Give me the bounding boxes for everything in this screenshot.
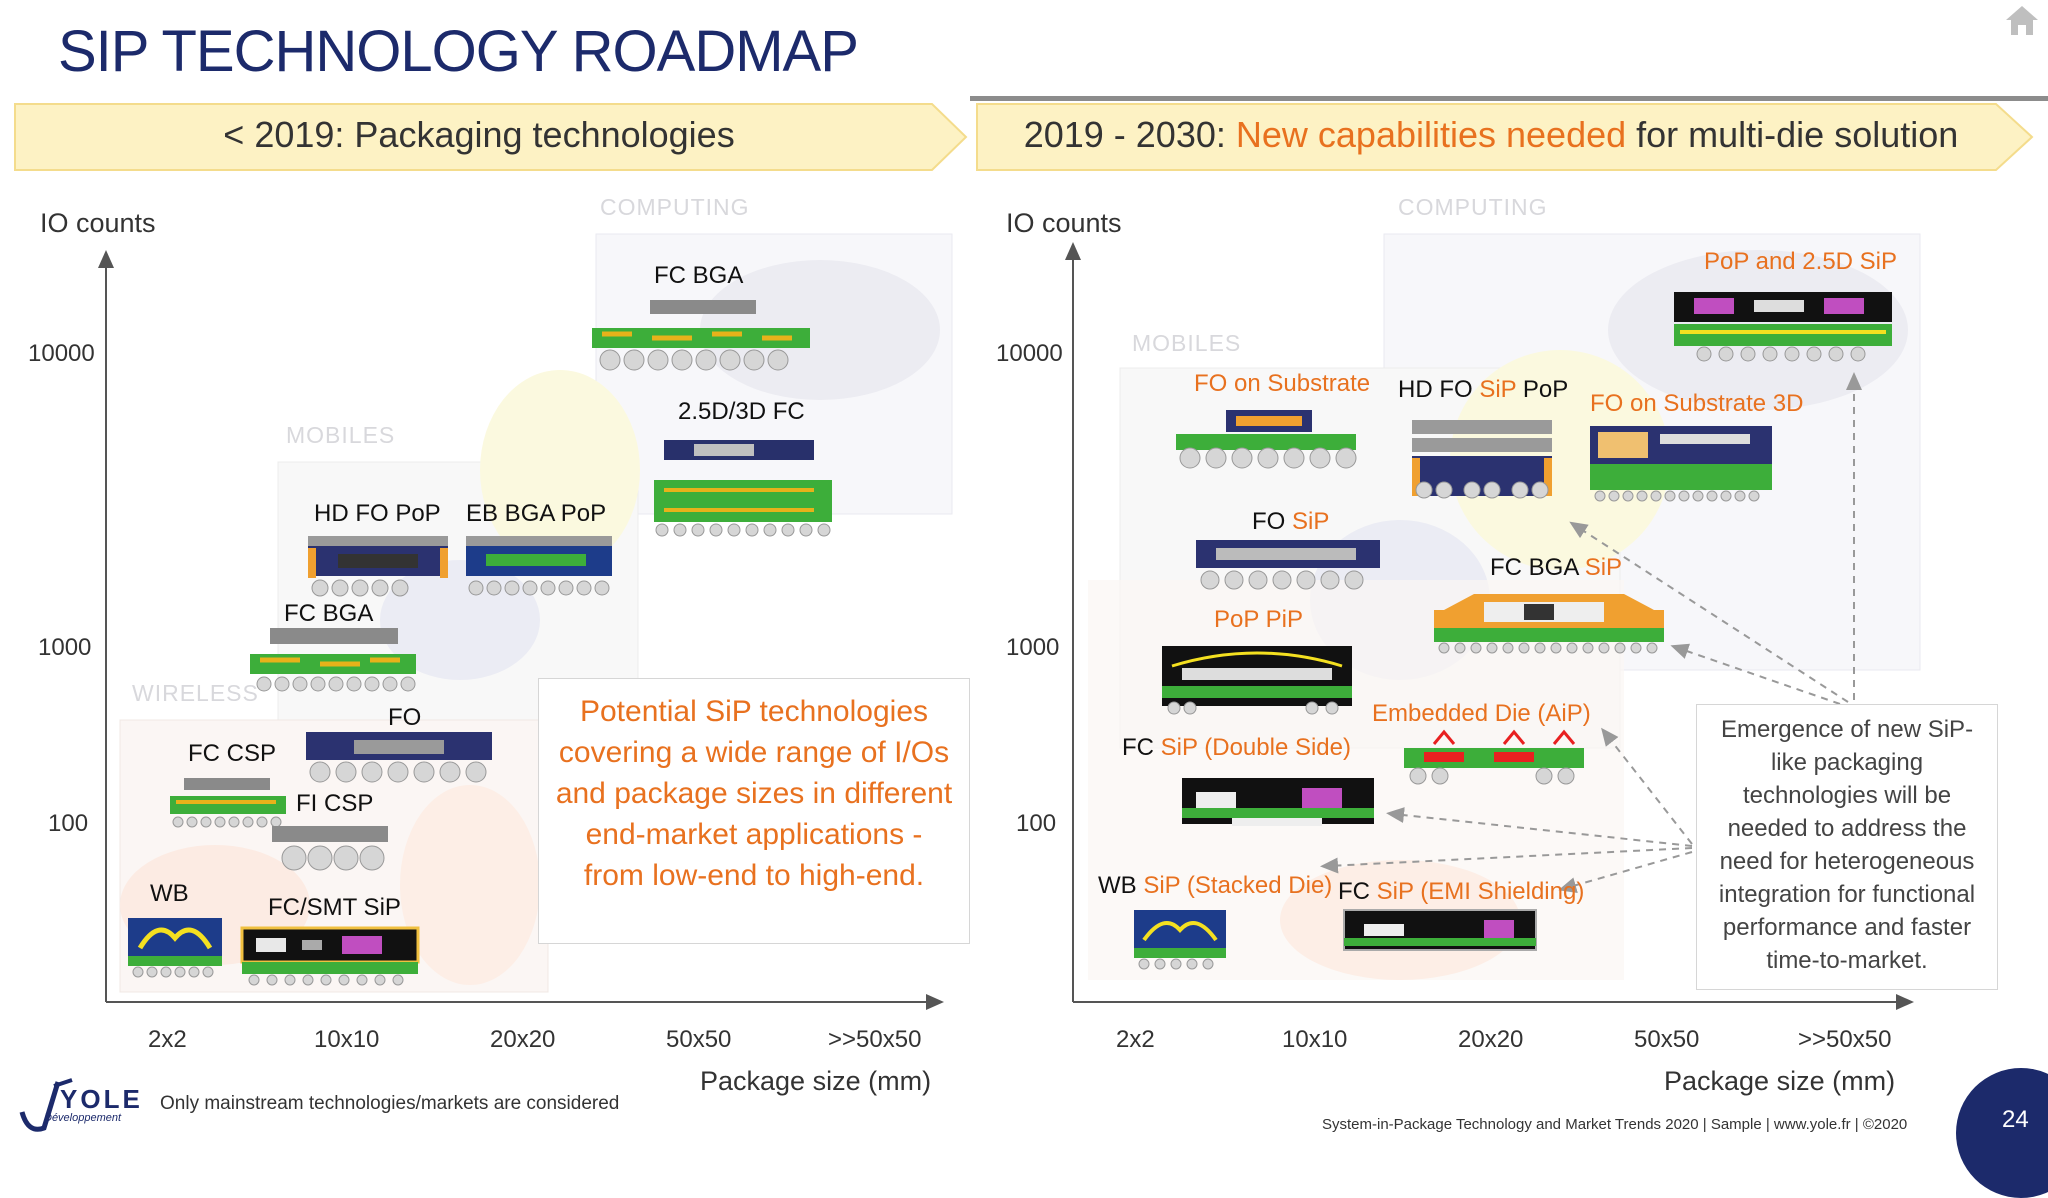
label-eb-bga-pop: EB BGA PoP <box>466 500 607 527</box>
label-fc-bga: FC BGA <box>284 600 374 627</box>
label-wb-sip-stacked-die: WB SiP (Stacked Die) <box>1098 872 1332 900</box>
label-sip: SiP <box>1292 508 1330 535</box>
right-banner-suffix: for multi-die solution <box>1626 114 1959 155</box>
yole-logo <box>14 1072 154 1147</box>
right-x-tick: 50x50 <box>1634 1026 1700 1053</box>
label-fc-bga-top: FC BGA <box>654 262 744 289</box>
label-pop-2-5d-sip: PoP and 2.5D SiP <box>1704 248 1898 275</box>
left-callout-box: Potential SiP technologies covering a wi… <box>538 678 970 944</box>
left-callout-text: Potential SiP technologies covering a wi… <box>555 695 953 892</box>
left-region-computing <box>595 233 953 515</box>
brand-name: YOLE <box>60 1084 143 1114</box>
brand-sub: Développement <box>44 1112 122 1124</box>
title-rule <box>970 96 2048 101</box>
callout-arrows <box>1320 372 1862 893</box>
right-x-tick: 10x10 <box>1282 1026 1348 1053</box>
label-hd-fo: HD FO <box>1398 376 1480 403</box>
label-emi: SiP (EMI Shielding) <box>1376 878 1585 905</box>
right-callout-box: Emergence of new SiP-like packaging tech… <box>1696 704 1998 990</box>
label-fc-smt-sip: FC/SMT SiP <box>268 894 401 921</box>
label-stacked-die: SiP (Stacked Die) <box>1143 872 1333 899</box>
label-pop-pip: PoP PiP <box>1214 606 1303 633</box>
right-x-tick: >>50x50 <box>1798 1026 1892 1053</box>
diagram-graphics <box>98 233 1921 1010</box>
right-x-axis-title: Package size (mm) <box>1664 1066 1896 1096</box>
left-banner-prefix: < 2019: <box>223 114 355 155</box>
page-title: SIP TECHNOLOGY ROADMAP <box>58 19 859 84</box>
left-x-tick: 50x50 <box>666 1026 732 1053</box>
right-region-label-computing: COMPUTING <box>1398 194 1548 220</box>
label-wb: WB <box>150 880 189 907</box>
left-region-label-computing: COMPUTING <box>600 194 750 220</box>
left-banner: < 2019: Packaging technologies <box>14 103 968 171</box>
label-fo-on-substrate: FO on Substrate <box>1194 370 1371 397</box>
right-banner: 2019 - 2030: New capabilities needed for… <box>976 103 2034 171</box>
label-fc: FC <box>1338 878 1377 905</box>
right-package-icons <box>1134 292 1892 970</box>
label-fc-sip-double-side: FC SiP (Double Side) <box>1122 734 1351 762</box>
label-fo-sip: FO SiP <box>1252 508 1329 536</box>
label-embedded-die-aip: Embedded Die (AiP) <box>1372 700 1591 727</box>
home-icon[interactable] <box>2002 2 2042 43</box>
left-y-tick-10000: 10000 <box>28 340 95 367</box>
left-x-tick: 2x2 <box>148 1026 187 1053</box>
left-x-axis-title: Package size (mm) <box>700 1066 932 1096</box>
label-pop: PoP <box>1516 376 1569 403</box>
right-y-tick-1000: 1000 <box>1006 634 1060 661</box>
right-x-tick: 2x2 <box>1116 1026 1155 1053</box>
label-fc-csp: FC CSP <box>188 740 277 767</box>
left-x-tick: >>50x50 <box>828 1026 922 1053</box>
left-region-label-wireless: WIRELESS <box>132 680 259 706</box>
right-callout-text: Emergence of new SiP-like packaging tech… <box>1718 716 1976 974</box>
right-region-label-mobiles: MOBILES <box>1132 330 1242 356</box>
label-sip: SiP <box>1584 554 1623 581</box>
footer-note: Only mainstream technologies/markets are… <box>160 1093 620 1114</box>
label-fc-sip-emi: FC SiP (EMI Shielding) <box>1338 878 1584 906</box>
label-hd-fo-sip-pop: HD FO SiP PoP <box>1398 376 1568 404</box>
right-x-tick: 20x20 <box>1458 1026 1524 1053</box>
label-fo: FO <box>1252 508 1292 535</box>
left-y-tick-1000: 1000 <box>38 634 92 661</box>
left-y-tick-100: 100 <box>48 810 89 837</box>
label-hd-fo-pop: HD FO PoP <box>314 500 441 527</box>
left-package-icons <box>128 300 832 986</box>
left-x-tick: 20x20 <box>490 1026 556 1053</box>
label-double-side: SiP (Double Side) <box>1160 734 1351 761</box>
right-y-axis-title: IO counts <box>1006 208 1122 238</box>
label-2-5d-3d-fc: 2.5D/3D FC <box>678 398 805 425</box>
label-sip: SiP <box>1479 376 1517 403</box>
right-banner-highlight: New capabilities needed <box>1235 114 1627 155</box>
label-fo-on-substrate-3d: FO on Substrate 3D <box>1590 390 1804 417</box>
page-number: 24 <box>2002 1106 2029 1133</box>
label-fc-bga-sip: FC BGA SiP <box>1490 554 1622 582</box>
label-wb: WB <box>1098 872 1144 899</box>
footer-credit: System-in-Package Technology and Market … <box>1322 1116 1908 1133</box>
label-fc-bga: FC BGA <box>1490 554 1585 581</box>
right-y-tick-100: 100 <box>1016 810 1057 837</box>
right-y-tick-10000: 10000 <box>996 340 1063 367</box>
label-fi-csp: FI CSP <box>296 790 374 817</box>
left-x-tick: 10x10 <box>314 1026 380 1053</box>
right-banner-prefix: 2019 - 2030: <box>1023 114 1236 155</box>
left-region-label-mobiles: MOBILES <box>286 422 396 448</box>
left-y-axis-title: IO counts <box>40 208 156 238</box>
label-fc: FC <box>1122 734 1161 761</box>
label-fo: FO <box>388 704 422 731</box>
left-banner-text: Packaging technologies <box>354 114 735 155</box>
